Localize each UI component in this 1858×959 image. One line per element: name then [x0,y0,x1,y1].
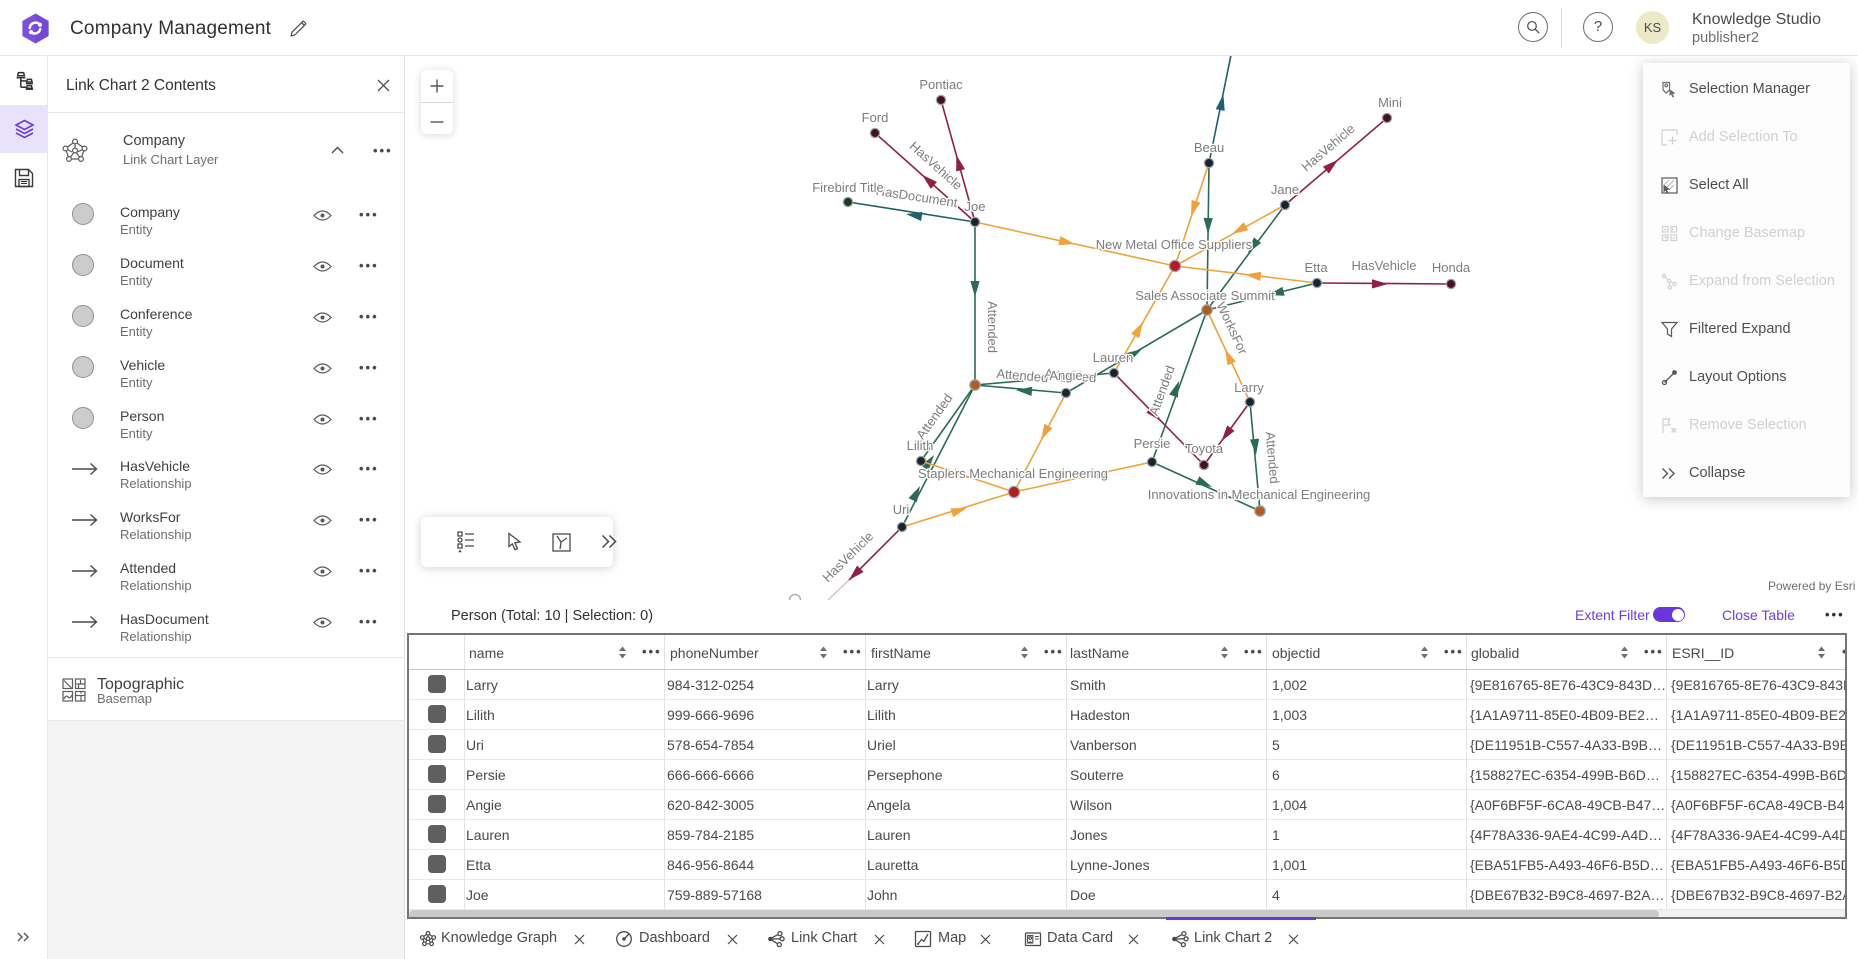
svg-text:Pontiac: Pontiac [919,77,963,92]
svg-text:Lilith: Lilith [907,438,934,453]
svg-text:Etta: Etta [1304,260,1328,275]
svg-text:HasVehicle: HasVehicle [1351,258,1416,273]
svg-text:Ford: Ford [862,110,889,125]
svg-text:Sales Associate Summit: Sales Associate Summit [1135,288,1275,303]
svg-text:Beau: Beau [1194,140,1224,155]
svg-text:Attended: Attended [985,301,1000,353]
svg-text:Attended: Attended [1044,366,1097,385]
svg-text:Uri: Uri [893,502,910,517]
svg-text:Lauren: Lauren [1093,350,1133,365]
svg-text:Toyota: Toyota [1185,441,1224,456]
svg-text:HasVehicle: HasVehicle [819,529,876,585]
svg-text:WorksFor: WorksFor [1213,300,1251,358]
svg-text:Persie: Persie [1134,436,1171,451]
svg-text:New Metal Office Suppliers: New Metal Office Suppliers [1096,237,1253,252]
svg-text:Honda: Honda [1432,260,1471,275]
svg-text:HasDocument: HasDocument [875,183,959,210]
svg-text:Jane: Jane [1271,182,1299,197]
svg-text:Attended: Attended [996,366,1049,385]
svg-text:Larry: Larry [1234,380,1264,395]
svg-text:Joe: Joe [965,199,986,214]
svg-text:Angie: Angie [1049,368,1082,383]
svg-text:Innovations in Mechanical Engi: Innovations in Mechanical Engineering [1148,487,1371,502]
svg-text:Mini: Mini [1378,95,1402,110]
svg-text:Staplers Mechanical Engineerin: Staplers Mechanical Engineering [918,466,1108,481]
svg-text:Attended: Attended [1263,431,1282,484]
svg-text:Firebird Title: Firebird Title [812,180,884,195]
